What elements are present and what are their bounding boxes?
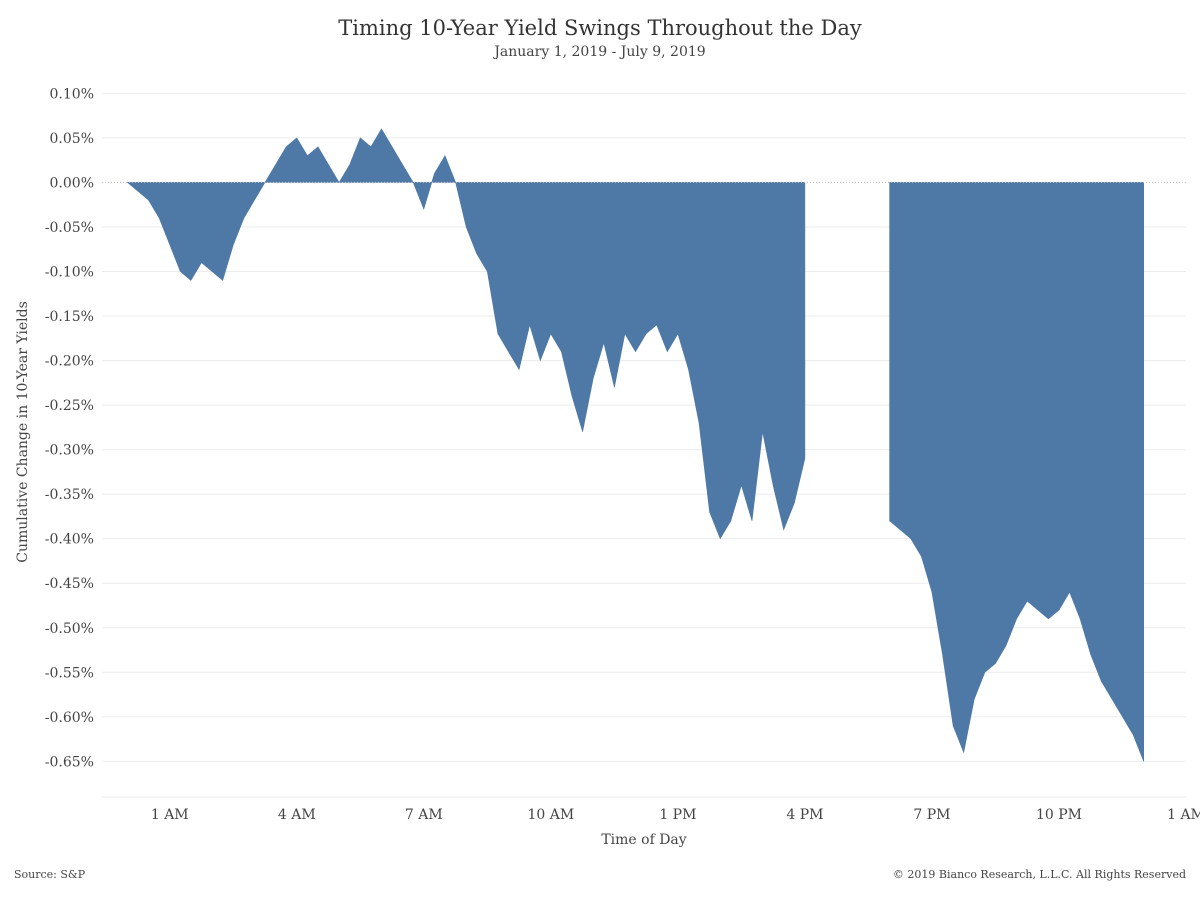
x-tick-label: 4 PM [786,807,823,823]
y-tick-label: -0.45% [45,576,94,592]
area-segment [889,182,1144,762]
chart-subtitle: January 1, 2019 - July 9, 2019 [494,44,706,60]
y-tick-label: 0.10% [50,86,94,102]
source-note: Source: S&P [14,868,86,881]
copyright-note: © 2019 Bianco Research, L.L.C. All Right… [892,868,1186,881]
x-tick-label: 7 AM [405,807,443,823]
x-tick-label: 7 PM [913,807,950,823]
y-tick-label: -0.20% [45,354,94,370]
x-tick-label: 1 AM [1167,807,1200,823]
y-tick-label: -0.60% [45,710,94,726]
x-tick-label: 1 AM [151,807,189,823]
y-tick-label: 0.05% [50,131,94,147]
x-axis-title: Time of Day [601,832,686,848]
y-tick-label: -0.05% [45,220,94,236]
area-segment [126,128,806,540]
chart-title: Timing 10-Year Yield Swings Throughout t… [338,16,862,40]
x-tick-label: 1 PM [659,807,696,823]
y-axis-ticks: 0.10% 0.05% 0.00% -0.05% -0.10% -0.15% -0.20% -… [45,86,94,770]
x-tick-label: 10 PM [1036,807,1082,823]
y-tick-label: -0.25% [45,398,94,414]
x-tick-label: 10 AM [527,807,574,823]
y-tick-label: -0.65% [45,754,94,770]
y-axis-title: Cumulative Change in 10-Year Yields [15,301,31,563]
y-tick-label: -0.50% [45,621,94,637]
y-tick-label: -0.40% [45,532,94,548]
y-tick-label: -0.55% [45,665,94,681]
y-tick-label: -0.10% [45,264,94,280]
y-tick-label: -0.30% [45,443,94,459]
y-tick-label: 0.00% [50,175,94,191]
x-axis-ticks: 1 AM 4 AM 7 AM 10 AM 1 PM 4 PM 7 PM 10 PM 1 AM [151,807,1200,823]
x-tick-label: 4 AM [278,807,316,823]
y-tick-label: -0.35% [45,487,94,503]
area-series [126,128,1144,762]
y-tick-label: -0.15% [45,309,94,325]
